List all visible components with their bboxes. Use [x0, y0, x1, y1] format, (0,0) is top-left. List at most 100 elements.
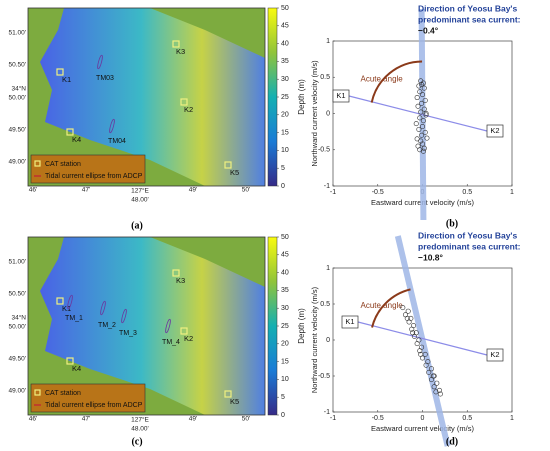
station-marker [224, 390, 232, 398]
x-tick-label: -0.5 [372, 189, 384, 196]
endpoint-box [486, 348, 504, 362]
map-y-label: 51.00' [8, 259, 26, 266]
station-label: K3 [176, 276, 185, 285]
data-point [421, 145, 427, 151]
map-y-label: 50.00' [8, 95, 26, 102]
y-tick-label: 0.5 [320, 301, 330, 308]
acute-angle-label: Acute angle [361, 301, 404, 310]
colorbar-tick-label: 10 [281, 376, 289, 383]
colorbar-tick-label: 20 [281, 112, 289, 119]
data-point [419, 124, 425, 130]
data-point [419, 141, 425, 147]
x-tick-label: 0.5 [462, 415, 472, 422]
endpoint-label: K1 [336, 91, 345, 100]
x-tick-label: 1 [510, 415, 514, 422]
colorbar-tick-label: 10 [281, 147, 289, 154]
ellipse-label: TM_4 [162, 339, 180, 346]
data-point [410, 330, 416, 336]
x-tick-label: -1 [330, 415, 336, 422]
data-point [400, 305, 406, 311]
data-point [418, 138, 424, 144]
data-point [420, 148, 426, 154]
legend-label: Tidal current ellipse from ADCP [45, 173, 143, 180]
endpoint-box [341, 315, 359, 329]
angle-label: −0.4° [418, 25, 439, 35]
y-tick-label: -1 [324, 183, 330, 190]
colorbar-label: Depth (m) [297, 79, 306, 115]
endpoint-label: K1 [345, 317, 354, 326]
map-x-label: 50' [242, 416, 250, 423]
colorbar-tick-label: 25 [281, 94, 289, 101]
station-marker [66, 357, 74, 365]
x-tick-label: 0.5 [462, 189, 472, 196]
station-marker [172, 40, 180, 48]
station-marker [180, 327, 188, 335]
map-sea [40, 237, 265, 415]
colorbar-tick-label: 20 [281, 341, 289, 348]
map-y-degree: 34°N [11, 85, 26, 93]
x-tick-label: 0 [421, 415, 425, 422]
station-marker [66, 128, 74, 136]
colorbar [267, 7, 278, 187]
tidal-ellipse [109, 118, 115, 134]
data-point [414, 95, 420, 101]
plot-title: Direction of Yeosu Bay's [418, 3, 517, 13]
caption: (a) [131, 220, 143, 231]
station-label: K5 [230, 168, 239, 177]
colorbar-tick-label: 35 [281, 287, 289, 294]
colorbar-tick-label: 25 [281, 323, 289, 330]
endpoint-box [332, 89, 350, 103]
map-y-label: 51.00' [8, 30, 26, 37]
x-axis-label: Eastward current velocity (m/s) [371, 424, 474, 433]
station-label: K4 [72, 364, 81, 373]
acute-angle-label: Acute angle [361, 75, 404, 84]
plot-title: predominant sea current: [418, 241, 521, 251]
map-y-label: 50.00' [8, 324, 26, 331]
data-point [437, 391, 443, 397]
data-point [415, 103, 421, 109]
data-point [414, 341, 420, 347]
y-tick-label: 1 [326, 38, 330, 45]
colorbar-tick-label: 40 [281, 269, 289, 276]
station-label: K2 [184, 334, 193, 343]
data-point [417, 147, 423, 153]
map-x-label: 49' [189, 187, 197, 194]
y-axis-label: Northward current velocity (m/s) [310, 60, 319, 167]
map-y-label: 49.50' [8, 127, 26, 134]
station-marker [224, 161, 232, 169]
station-label: K3 [176, 47, 185, 56]
ellipse-label: TM_1 [65, 315, 83, 322]
station-marker [56, 297, 64, 305]
data-point [431, 384, 437, 390]
map-x-degree: 127°E [131, 187, 149, 195]
station-label: K1 [62, 75, 71, 84]
colorbar-tick-label: 5 [281, 394, 285, 401]
endpoint-label: K2 [490, 350, 499, 359]
plot-title: Direction of Yeosu Bay's [418, 230, 517, 240]
colorbar-tick-label: 15 [281, 358, 289, 365]
tidal-ellipse [121, 308, 127, 324]
colorbar-tick-label: 30 [281, 305, 289, 312]
data-point [419, 100, 425, 106]
map-y-label: 50.50' [8, 62, 26, 69]
data-point [404, 315, 410, 321]
tidal-ellipse [67, 294, 73, 310]
data-point [420, 118, 426, 124]
data-point [421, 85, 427, 91]
colorbar-tick-label: 45 [281, 23, 289, 30]
acute-angle-arc [370, 60, 423, 103]
data-point [430, 373, 436, 379]
map-frame [27, 7, 266, 187]
y-tick-label: 0 [326, 110, 330, 117]
y-tick-label: -1 [324, 409, 330, 416]
data-point [416, 83, 422, 89]
y-tick-label: -0.5 [318, 373, 330, 380]
y-tick-label: 0 [326, 337, 330, 344]
x-tick-label: -0.5 [372, 415, 384, 422]
data-point [417, 348, 423, 354]
data-point [418, 109, 424, 115]
data-point [437, 387, 443, 393]
legend-label: CAT station [45, 161, 81, 168]
colorbar-tick-label: 15 [281, 129, 289, 136]
station-label: K1 [62, 304, 71, 313]
